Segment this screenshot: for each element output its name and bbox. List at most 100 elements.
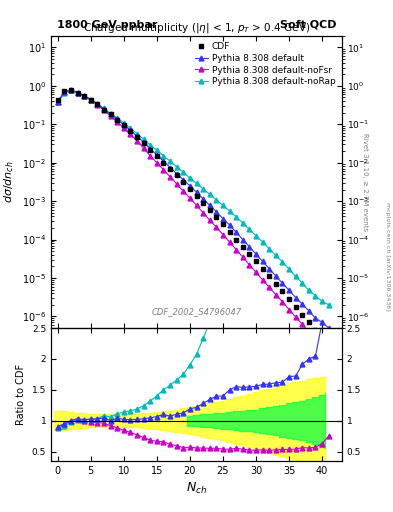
Pythia 8.308 default-noFsr bbox=[194, 202, 199, 208]
CDF bbox=[95, 101, 100, 108]
Pythia 8.308 default-noFsr bbox=[135, 138, 140, 144]
Text: mcplots.cern.ch [arXiv:1306.3436]: mcplots.cern.ch [arXiv:1306.3436] bbox=[385, 202, 389, 310]
Pythia 8.308 default-noRap bbox=[208, 191, 212, 198]
Pythia 8.308 default bbox=[247, 244, 252, 250]
Pythia 8.308 default bbox=[128, 127, 133, 134]
Pythia 8.308 default-noFsr bbox=[234, 246, 239, 252]
Pythia 8.308 default-noFsr bbox=[128, 131, 133, 137]
Pythia 8.308 default bbox=[326, 325, 331, 331]
Pythia 8.308 default-noRap bbox=[300, 280, 305, 286]
Pythia 8.308 default-noFsr bbox=[148, 153, 152, 159]
Pythia 8.308 default bbox=[115, 116, 119, 122]
Pythia 8.308 default-noFsr bbox=[161, 166, 166, 173]
Pythia 8.308 default-noFsr bbox=[326, 349, 331, 355]
Pythia 8.308 default bbox=[148, 146, 152, 152]
Pythia 8.308 default bbox=[194, 189, 199, 196]
Pythia 8.308 default-noRap bbox=[227, 208, 232, 214]
CDF bbox=[108, 112, 113, 118]
Title: Charged multiplicity ($|\eta|$ < 1, $p_T$ > 0.4 GeV): Charged multiplicity ($|\eta|$ < 1, $p_T… bbox=[83, 21, 310, 35]
Y-axis label: Ratio to CDF: Ratio to CDF bbox=[16, 364, 26, 425]
Pythia 8.308 default-noFsr bbox=[253, 269, 258, 275]
Pythia 8.308 default bbox=[135, 133, 140, 139]
Y-axis label: $d\sigma/dn_{ch}$: $d\sigma/dn_{ch}$ bbox=[3, 161, 17, 203]
Pythia 8.308 default-noFsr bbox=[313, 336, 318, 343]
CDF bbox=[267, 273, 272, 280]
Pythia 8.308 default-noFsr bbox=[201, 209, 206, 216]
Pythia 8.308 default bbox=[227, 222, 232, 228]
Pythia 8.308 default-noFsr bbox=[241, 254, 245, 260]
CDF bbox=[286, 296, 291, 302]
Pythia 8.308 default-noRap bbox=[88, 96, 93, 102]
Text: 1800 GeV ppbar: 1800 GeV ppbar bbox=[57, 20, 157, 30]
Pythia 8.308 default-noFsr bbox=[274, 291, 278, 297]
CDF bbox=[227, 229, 232, 235]
Pythia 8.308 default-noRap bbox=[267, 246, 272, 252]
Pythia 8.308 default-noRap bbox=[320, 298, 325, 304]
Pythia 8.308 default-noRap bbox=[141, 136, 146, 142]
Pythia 8.308 default-noFsr bbox=[68, 87, 73, 93]
Pythia 8.308 default-noRap bbox=[102, 105, 107, 112]
Pythia 8.308 default bbox=[260, 259, 265, 265]
Text: Rivet 3.1.10, ≥ 2.7M events: Rivet 3.1.10, ≥ 2.7M events bbox=[362, 133, 368, 231]
CDF bbox=[320, 335, 325, 342]
Pythia 8.308 default-noFsr bbox=[300, 322, 305, 328]
CDF bbox=[280, 288, 285, 294]
Pythia 8.308 default-noRap bbox=[154, 147, 159, 154]
Pythia 8.308 default-noRap bbox=[253, 232, 258, 239]
Pythia 8.308 default-noRap bbox=[181, 169, 185, 176]
Pythia 8.308 default-noRap bbox=[214, 197, 219, 203]
Pythia 8.308 default-noRap bbox=[95, 101, 100, 107]
Pythia 8.308 default-noFsr bbox=[82, 93, 86, 99]
Pythia 8.308 default bbox=[208, 202, 212, 208]
CDF bbox=[174, 172, 179, 178]
Pythia 8.308 default-noFsr bbox=[62, 89, 67, 95]
Pythia 8.308 default bbox=[220, 216, 225, 222]
Pythia 8.308 default bbox=[108, 112, 113, 118]
Pythia 8.308 default bbox=[82, 93, 86, 99]
Pythia 8.308 default-noFsr bbox=[280, 298, 285, 305]
Pythia 8.308 default bbox=[274, 273, 278, 279]
CDF bbox=[115, 117, 119, 123]
Pythia 8.308 default-noFsr bbox=[227, 239, 232, 245]
Pythia 8.308 default-noFsr bbox=[174, 181, 179, 187]
CDF bbox=[293, 304, 298, 310]
CDF bbox=[88, 97, 93, 103]
Pythia 8.308 default-noRap bbox=[161, 153, 166, 159]
Pythia 8.308 default-noRap bbox=[115, 115, 119, 121]
Pythia 8.308 default bbox=[174, 170, 179, 177]
Pythia 8.308 default bbox=[300, 301, 305, 307]
Pythia 8.308 default-noRap bbox=[280, 259, 285, 265]
CDF bbox=[154, 153, 159, 159]
CDF bbox=[307, 319, 311, 326]
Line: CDF: CDF bbox=[55, 88, 331, 350]
Pythia 8.308 default-noFsr bbox=[220, 231, 225, 238]
CDF bbox=[161, 160, 166, 166]
CDF bbox=[181, 179, 185, 185]
CDF bbox=[208, 207, 212, 214]
Pythia 8.308 default-noRap bbox=[108, 111, 113, 117]
Pythia 8.308 default bbox=[181, 177, 185, 183]
Pythia 8.308 default-noFsr bbox=[141, 145, 146, 151]
Pythia 8.308 default-noFsr bbox=[115, 119, 119, 125]
Pythia 8.308 default-noRap bbox=[274, 252, 278, 259]
Pythia 8.308 default bbox=[55, 99, 60, 105]
CDF bbox=[253, 259, 258, 265]
Pythia 8.308 default-noRap bbox=[62, 90, 67, 96]
CDF bbox=[260, 266, 265, 272]
Pythia 8.308 default-noFsr bbox=[187, 195, 192, 201]
Pythia 8.308 default bbox=[95, 101, 100, 107]
Pythia 8.308 default-noRap bbox=[128, 125, 133, 131]
CDF bbox=[55, 97, 60, 103]
Pythia 8.308 default-noFsr bbox=[75, 90, 80, 96]
Pythia 8.308 default-noRap bbox=[82, 93, 86, 99]
Pythia 8.308 default-noRap bbox=[168, 158, 173, 164]
Line: Pythia 8.308 default-noFsr: Pythia 8.308 default-noFsr bbox=[55, 88, 331, 354]
Pythia 8.308 default bbox=[102, 106, 107, 112]
CDF bbox=[194, 193, 199, 199]
Pythia 8.308 default-noFsr bbox=[286, 307, 291, 313]
CDF bbox=[220, 221, 225, 227]
Pythia 8.308 default bbox=[280, 280, 285, 286]
Pythia 8.308 default-noFsr bbox=[181, 188, 185, 195]
Pythia 8.308 default-noFsr bbox=[55, 99, 60, 105]
Text: CDF_2002_S4796047: CDF_2002_S4796047 bbox=[151, 307, 242, 316]
